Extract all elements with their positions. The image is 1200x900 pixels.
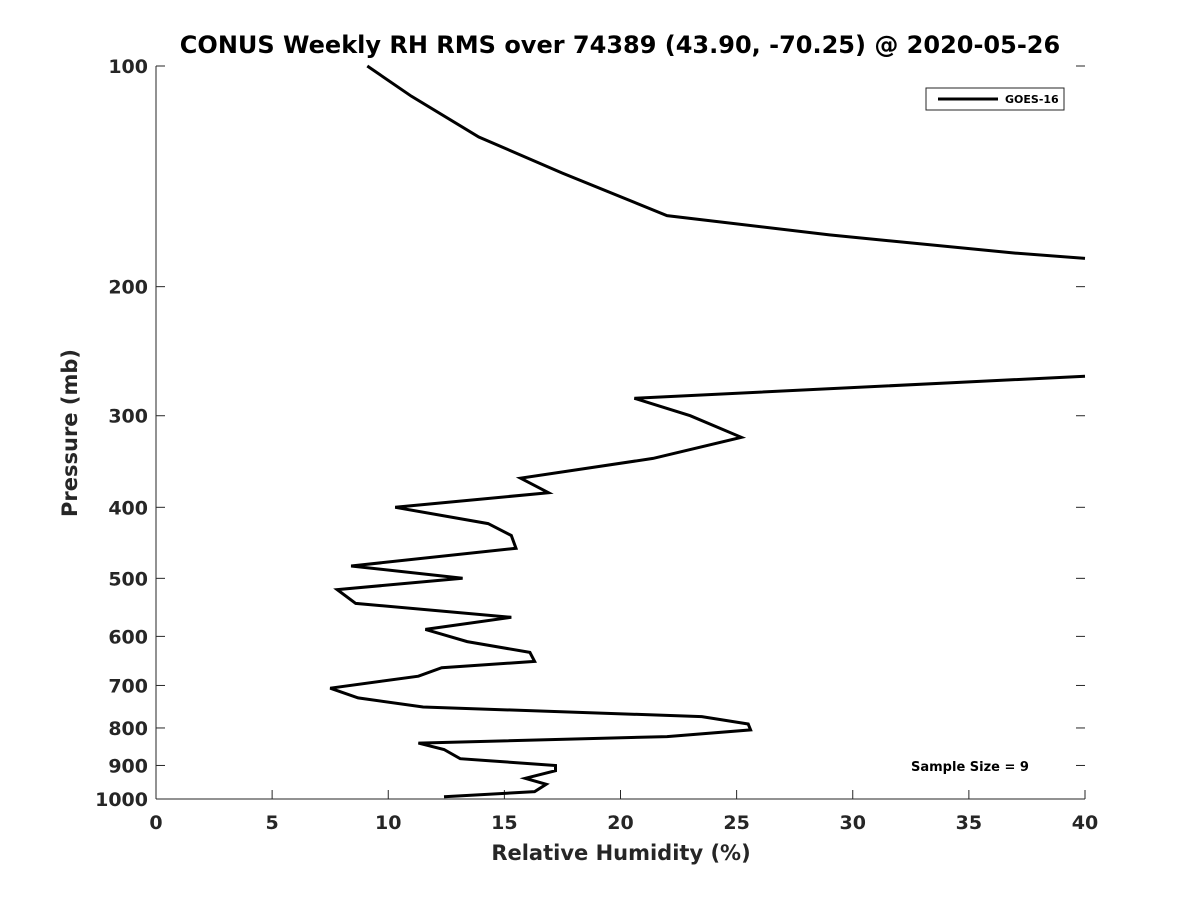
x-tick-label: 25 bbox=[723, 812, 749, 834]
y-tick-label: 500 bbox=[108, 568, 148, 590]
chart-title: CONUS Weekly RH RMS over 74389 (43.90, -… bbox=[180, 31, 1060, 59]
y-tick-label: 600 bbox=[108, 626, 148, 648]
y-tick-label: 400 bbox=[108, 497, 148, 519]
series-line-goes-16 bbox=[329, 64, 1086, 799]
x-axis-label: Relative Humidity (%) bbox=[491, 841, 750, 865]
y-tick-label: 200 bbox=[108, 277, 148, 299]
y-axis-ticks: 100 200 300 400 500 600 700 800 900 1000 bbox=[95, 56, 1085, 811]
x-tick-label: 40 bbox=[1072, 812, 1098, 834]
x-tick-label: 5 bbox=[266, 812, 279, 834]
legend-label-goes-16: GOES-16 bbox=[1005, 93, 1059, 106]
y-tick-label: 1000 bbox=[95, 789, 148, 811]
y-axis-label: Pressure (mb) bbox=[58, 349, 82, 517]
y-tick-label: 100 bbox=[108, 56, 148, 78]
x-tick-label: 0 bbox=[149, 812, 162, 834]
x-tick-label: 15 bbox=[491, 812, 517, 834]
x-tick-label: 10 bbox=[375, 812, 401, 834]
y-tick-label: 300 bbox=[108, 406, 148, 428]
x-tick-label: 35 bbox=[956, 812, 982, 834]
legend: GOES-16 bbox=[925, 87, 1065, 111]
x-tick-label: 30 bbox=[840, 812, 866, 834]
y-tick-label: 700 bbox=[108, 675, 148, 697]
y-tick-label: 900 bbox=[108, 755, 148, 777]
series-layer bbox=[329, 64, 1086, 799]
plot-area bbox=[156, 66, 1085, 799]
y-tick-label: 800 bbox=[108, 718, 148, 740]
x-tick-label: 20 bbox=[607, 812, 633, 834]
x-axis-ticks: 0 5 10 15 20 25 30 35 40 bbox=[149, 790, 1098, 834]
sample-size-annotation: Sample Size = 9 bbox=[911, 760, 1029, 775]
